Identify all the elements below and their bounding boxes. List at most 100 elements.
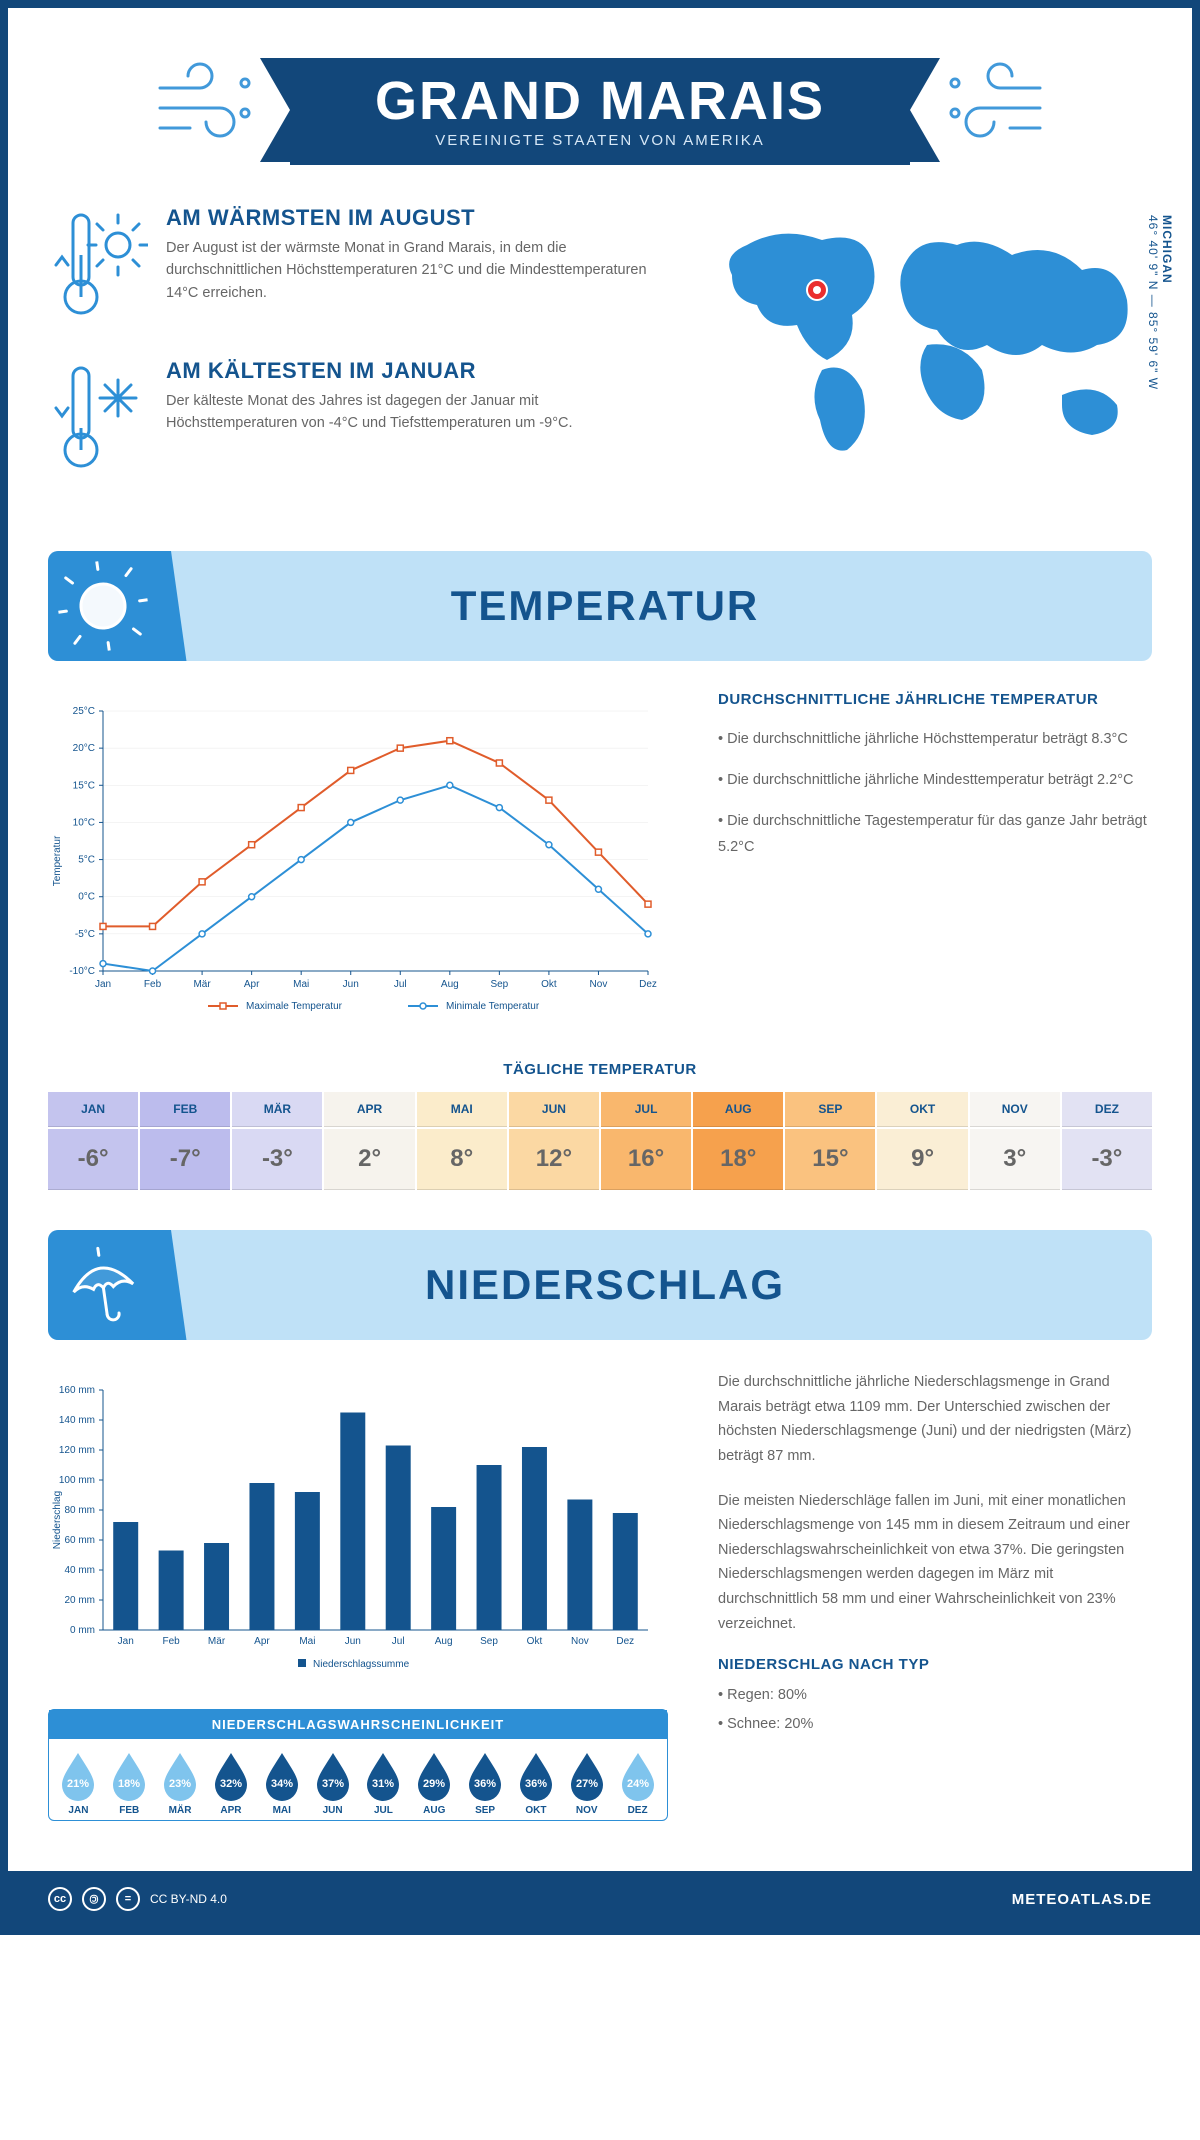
warmest-text: Der August ist der wärmste Monat in Gran… xyxy=(166,237,672,304)
cc-icon: cc xyxy=(48,1887,72,1911)
probability-drop: 36%SEP xyxy=(460,1749,511,1816)
coldest-text: Der kälteste Monat des Jahres ist dagege… xyxy=(166,390,672,435)
svg-text:0 mm: 0 mm xyxy=(70,1625,95,1636)
wind-icon xyxy=(940,58,1050,153)
license: cc 🄯 = CC BY-ND 4.0 xyxy=(48,1887,227,1911)
svg-text:Nov: Nov xyxy=(590,979,608,990)
svg-text:Niederschlagssumme: Niederschlagssumme xyxy=(313,1659,410,1670)
daily-month: OKT xyxy=(877,1092,967,1127)
svg-text:Temperatur: Temperatur xyxy=(52,835,63,886)
svg-text:Dez: Dez xyxy=(639,979,657,990)
daily-temp-table: JANFEBMÄRAPRMAIJUNJULAUGSEPOKTNOVDEZ-6°-… xyxy=(48,1092,1152,1190)
svg-text:15°C: 15°C xyxy=(73,780,95,791)
daily-value: -3° xyxy=(1062,1129,1152,1190)
svg-text:100 mm: 100 mm xyxy=(59,1475,95,1486)
probability-drop: 36%OKT xyxy=(510,1749,561,1816)
daily-month: NOV xyxy=(970,1092,1060,1127)
daily-value: 18° xyxy=(693,1129,783,1190)
coordinates: MICHIGAN 46° 40' 9" N — 85° 59' 6" W xyxy=(1146,215,1174,390)
svg-text:37%: 37% xyxy=(322,1778,344,1790)
svg-text:Jul: Jul xyxy=(394,979,407,990)
svg-text:Feb: Feb xyxy=(163,1636,181,1647)
daily-value: 15° xyxy=(785,1129,875,1190)
license-text: CC BY-ND 4.0 xyxy=(150,1892,227,1906)
precip-probability: NIEDERSCHLAGSWAHRSCHEINLICHKEIT 21%JAN18… xyxy=(48,1709,668,1821)
svg-text:Minimale Temperatur: Minimale Temperatur xyxy=(446,1001,540,1012)
by-icon: 🄯 xyxy=(82,1887,106,1911)
section-title: TEMPERATUR xyxy=(178,582,1152,630)
svg-text:Maximale Temperatur: Maximale Temperatur xyxy=(246,1001,343,1012)
daily-temp-title: TÄGLICHE TEMPERATUR xyxy=(48,1061,1152,1078)
header: GRAND MARAIS VEREINIGTE STAATEN VON AMER… xyxy=(48,58,1152,165)
daily-month: JAN xyxy=(48,1092,138,1127)
svg-text:Feb: Feb xyxy=(144,979,162,990)
svg-text:Mai: Mai xyxy=(299,1636,315,1647)
svg-text:Niederschlag: Niederschlag xyxy=(52,1491,63,1549)
daily-value: 8° xyxy=(417,1129,507,1190)
probability-drop: 24%DEZ xyxy=(612,1749,663,1816)
location-coords: 46° 40' 9" N — 85° 59' 6" W xyxy=(1146,215,1160,390)
svg-text:140 mm: 140 mm xyxy=(59,1415,95,1426)
svg-text:Mär: Mär xyxy=(193,979,211,990)
temperature-line-chart: Temperatur -10°C-5°C0°C5°C10°C15°C20°C25… xyxy=(48,691,668,1031)
temp-stat: • Die durchschnittliche jährliche Höchst… xyxy=(718,726,1152,753)
svg-text:Mär: Mär xyxy=(208,1636,226,1647)
wind-icon xyxy=(150,58,260,153)
precip-type: • Schnee: 20% xyxy=(718,1712,1152,1737)
svg-text:31%: 31% xyxy=(372,1778,394,1790)
footer: cc 🄯 = CC BY-ND 4.0 METEOATLAS.DE xyxy=(8,1871,1192,1927)
world-map: MICHIGAN 46° 40' 9" N — 85° 59' 6" W xyxy=(712,205,1152,511)
title-ribbon: GRAND MARAIS VEREINIGTE STAATEN VON AMER… xyxy=(290,58,910,165)
svg-text:80 mm: 80 mm xyxy=(64,1505,95,1516)
svg-text:34%: 34% xyxy=(271,1778,293,1790)
daily-month: SEP xyxy=(785,1092,875,1127)
precip-text: Die durchschnittliche jährliche Niedersc… xyxy=(718,1370,1152,1469)
thermometer-cold-icon xyxy=(48,358,148,483)
temp-stat: • Die durchschnittliche jährliche Mindes… xyxy=(718,767,1152,794)
daily-value: -6° xyxy=(48,1129,138,1190)
probability-drop: 31%JUL xyxy=(358,1749,409,1816)
probability-drop: 34%MAI xyxy=(256,1749,307,1816)
daily-month: MÄR xyxy=(232,1092,322,1127)
svg-text:36%: 36% xyxy=(525,1778,547,1790)
probability-drop: 27%NOV xyxy=(561,1749,612,1816)
daily-month: MAI xyxy=(417,1092,507,1127)
precip-text: Die meisten Niederschläge fallen im Juni… xyxy=(718,1489,1152,1637)
svg-text:20°C: 20°C xyxy=(73,743,95,754)
svg-text:29%: 29% xyxy=(423,1778,445,1790)
svg-text:21%: 21% xyxy=(67,1778,89,1790)
svg-text:Jan: Jan xyxy=(118,1636,134,1647)
svg-text:0°C: 0°C xyxy=(78,892,95,903)
probability-drop: 23%MÄR xyxy=(155,1749,206,1816)
section-niederschlag: NIEDERSCHLAG xyxy=(48,1230,1152,1340)
daily-month: FEB xyxy=(140,1092,230,1127)
thermometer-hot-icon xyxy=(48,205,148,330)
svg-text:160 mm: 160 mm xyxy=(59,1385,95,1396)
svg-text:5°C: 5°C xyxy=(78,855,95,866)
svg-text:Jan: Jan xyxy=(95,979,111,990)
probability-drop: 32%APR xyxy=(205,1749,256,1816)
page-title: GRAND MARAIS xyxy=(360,70,840,132)
sun-icon xyxy=(48,551,188,661)
daily-value: 3° xyxy=(970,1129,1060,1190)
svg-text:32%: 32% xyxy=(220,1778,242,1790)
location-state: MICHIGAN xyxy=(1160,215,1174,284)
probability-title: NIEDERSCHLAGSWAHRSCHEINLICHKEIT xyxy=(49,1710,667,1739)
probability-drop: 37%JUN xyxy=(307,1749,358,1816)
svg-text:24%: 24% xyxy=(627,1778,649,1790)
page-subtitle: VEREINIGTE STAATEN VON AMERIKA xyxy=(360,132,840,149)
svg-text:23%: 23% xyxy=(169,1778,191,1790)
svg-text:Aug: Aug xyxy=(441,979,459,990)
svg-text:Nov: Nov xyxy=(571,1636,589,1647)
svg-text:-10°C: -10°C xyxy=(69,966,95,977)
probability-drop: 29%AUG xyxy=(409,1749,460,1816)
warmest-title: AM WÄRMSTEN IM AUGUST xyxy=(166,205,672,231)
svg-text:27%: 27% xyxy=(576,1778,598,1790)
daily-month: APR xyxy=(324,1092,414,1127)
brand: METEOATLAS.DE xyxy=(1012,1891,1152,1908)
svg-text:Jun: Jun xyxy=(343,979,359,990)
svg-text:25°C: 25°C xyxy=(73,706,95,717)
daily-value: -3° xyxy=(232,1129,322,1190)
precip-bar-chart: Niederschlag 0 mm20 mm40 mm60 mm80 mm100… xyxy=(48,1370,668,1680)
coldest-block: AM KÄLTESTEN IM JANUAR Der kälteste Mona… xyxy=(48,358,672,483)
